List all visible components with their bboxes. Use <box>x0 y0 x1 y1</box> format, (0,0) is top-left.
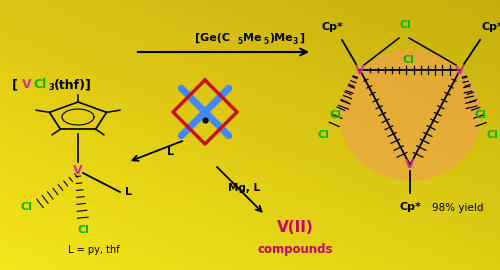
Text: 3: 3 <box>293 38 298 46</box>
Text: Cl: Cl <box>20 202 32 212</box>
Text: 3: 3 <box>48 83 54 93</box>
Text: 5: 5 <box>237 38 242 46</box>
Text: V: V <box>22 79 32 92</box>
Text: [: [ <box>12 79 18 92</box>
Text: ]: ] <box>299 33 304 43</box>
Text: (thf)]: (thf)] <box>54 79 92 92</box>
Text: Cp*: Cp* <box>481 22 500 32</box>
Text: Mg, L: Mg, L <box>228 183 260 193</box>
Text: L: L <box>124 187 132 197</box>
Text: V: V <box>455 63 465 76</box>
Text: Cl: Cl <box>399 20 411 30</box>
Text: V: V <box>355 63 365 76</box>
Text: Cl: Cl <box>402 55 414 65</box>
Text: 98% yield: 98% yield <box>432 203 484 213</box>
Text: V: V <box>405 158 415 171</box>
Text: Cl: Cl <box>474 110 486 120</box>
Text: Me: Me <box>243 33 262 43</box>
Text: Cp*: Cp* <box>399 202 421 212</box>
Text: 5: 5 <box>263 38 268 46</box>
Text: Cl: Cl <box>33 79 46 92</box>
Text: Cl: Cl <box>329 110 341 120</box>
Text: compounds: compounds <box>257 244 333 256</box>
Text: Cl: Cl <box>317 130 329 140</box>
Text: Cl: Cl <box>77 225 89 235</box>
Text: L = py, thf: L = py, thf <box>68 245 120 255</box>
Ellipse shape <box>340 50 480 180</box>
Text: )Me: )Me <box>269 33 292 43</box>
Text: V(II): V(II) <box>276 221 314 235</box>
Text: Cl: Cl <box>486 130 498 140</box>
Text: [Ge(C: [Ge(C <box>195 33 230 43</box>
Text: L: L <box>166 147 173 157</box>
Text: V: V <box>73 164 83 177</box>
Text: Cp*: Cp* <box>321 22 343 32</box>
